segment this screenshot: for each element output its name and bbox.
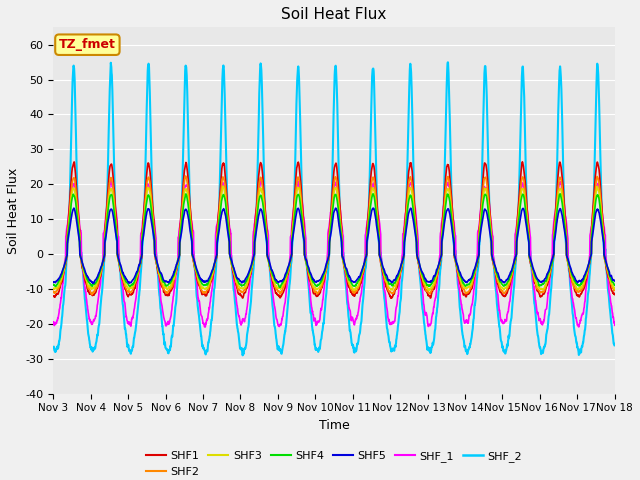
SHF_1 bbox=[577, 315, 585, 321]
Line: SHF_2: SHF_2 bbox=[53, 62, 614, 355]
Line: SHF4: SHF4 bbox=[53, 194, 614, 288]
Text: TZ_fmet: TZ_fmet bbox=[59, 38, 116, 51]
SHF3 bbox=[49, 286, 57, 291]
SHF4 bbox=[363, 251, 371, 257]
SHF_2 bbox=[577, 349, 585, 355]
SHF_1 bbox=[562, 214, 570, 220]
SHF1 bbox=[350, 293, 358, 299]
X-axis label: Time: Time bbox=[319, 419, 349, 432]
SHF_1 bbox=[107, 178, 115, 183]
SHF1 bbox=[562, 219, 570, 225]
SHF1 bbox=[518, 159, 526, 165]
SHF4 bbox=[611, 282, 618, 288]
SHF_2 bbox=[562, 235, 570, 241]
SHF2 bbox=[88, 292, 96, 298]
SHF4 bbox=[369, 191, 377, 197]
SHF5 bbox=[498, 277, 506, 283]
SHF_1 bbox=[49, 321, 57, 326]
SHF1 bbox=[362, 253, 370, 259]
Line: SHF5: SHF5 bbox=[53, 208, 614, 283]
SHF3 bbox=[577, 284, 585, 290]
SHF1 bbox=[206, 283, 214, 288]
SHF5 bbox=[351, 279, 358, 285]
SHF_1 bbox=[498, 317, 506, 323]
SHF1 bbox=[388, 295, 396, 301]
SHF1 bbox=[497, 290, 505, 296]
SHF4 bbox=[276, 285, 284, 290]
SHF3 bbox=[363, 252, 371, 258]
SHF_1 bbox=[202, 324, 209, 330]
Line: SHF1: SHF1 bbox=[53, 162, 614, 298]
Y-axis label: Soil Heat Flux: Soil Heat Flux bbox=[7, 168, 20, 253]
SHF5 bbox=[207, 272, 214, 278]
SHF2 bbox=[363, 232, 371, 238]
SHF4 bbox=[498, 281, 506, 287]
Line: SHF3: SHF3 bbox=[53, 186, 614, 290]
SHF1 bbox=[611, 292, 618, 298]
SHF3 bbox=[351, 287, 358, 293]
SHF4 bbox=[49, 282, 57, 288]
SHF1 bbox=[577, 291, 585, 297]
SHF5 bbox=[70, 205, 77, 211]
SHF3 bbox=[562, 229, 570, 235]
SHF2 bbox=[49, 288, 57, 294]
Line: SHF2: SHF2 bbox=[53, 176, 614, 295]
SHF5 bbox=[363, 239, 371, 245]
SHF_2 bbox=[498, 339, 506, 345]
SHF5 bbox=[90, 280, 97, 286]
SHF_2 bbox=[611, 342, 618, 348]
SHF2 bbox=[577, 287, 585, 293]
SHF_2 bbox=[363, 252, 371, 257]
SHF_2 bbox=[239, 352, 246, 358]
SHF3 bbox=[425, 288, 433, 293]
SHF5 bbox=[49, 279, 57, 285]
SHF_2 bbox=[206, 333, 214, 339]
SHF2 bbox=[611, 287, 618, 292]
SHF4 bbox=[206, 276, 214, 282]
SHF_2 bbox=[444, 60, 452, 65]
Title: Soil Heat Flux: Soil Heat Flux bbox=[282, 7, 387, 22]
SHF_1 bbox=[351, 321, 358, 326]
SHF4 bbox=[562, 230, 570, 236]
SHF2 bbox=[182, 173, 189, 179]
SHF2 bbox=[562, 225, 570, 231]
SHF3 bbox=[206, 279, 214, 285]
SHF4 bbox=[577, 280, 585, 286]
SHF2 bbox=[351, 290, 358, 296]
SHF_2 bbox=[351, 350, 358, 356]
SHF3 bbox=[498, 285, 506, 290]
Line: SHF_1: SHF_1 bbox=[53, 180, 614, 327]
SHF2 bbox=[498, 288, 506, 293]
SHF_1 bbox=[207, 299, 214, 304]
SHF_2 bbox=[49, 345, 57, 351]
SHF_1 bbox=[363, 221, 371, 227]
Legend: SHF1, SHF2, SHF3, SHF4, SHF5, SHF_1, SHF_2: SHF1, SHF2, SHF3, SHF4, SHF5, SHF_1, SHF… bbox=[141, 447, 527, 480]
SHF5 bbox=[577, 278, 585, 284]
SHF2 bbox=[207, 278, 214, 284]
SHF3 bbox=[611, 286, 618, 292]
SHF3 bbox=[220, 183, 227, 189]
SHF_1 bbox=[611, 323, 618, 328]
SHF1 bbox=[49, 293, 57, 299]
SHF5 bbox=[562, 235, 570, 240]
SHF5 bbox=[611, 278, 618, 284]
SHF4 bbox=[351, 283, 358, 289]
